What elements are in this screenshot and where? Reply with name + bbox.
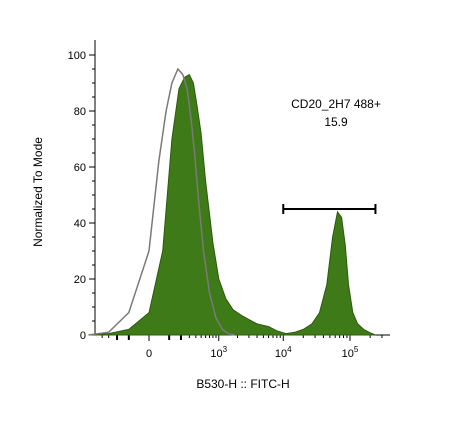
histogram-outline-series (88, 67, 235, 336)
x-tick-label: 103 (210, 345, 227, 360)
y-axis-title: Normalized To Mode (31, 137, 45, 247)
y-tick-label: 60 (74, 162, 86, 174)
x-tick-label: 104 (275, 345, 292, 360)
gate-annotation: CD20_2H7 488+ 15.9 (282, 97, 381, 214)
x-tick-label: 0 (146, 348, 152, 360)
y-tick-label: 40 (74, 218, 86, 230)
x-tick-label: 105 (342, 345, 359, 360)
plot-area (88, 67, 376, 336)
x-axis-title: B530-H :: FITC-H (196, 377, 289, 391)
histogram-filled-series (88, 73, 376, 336)
y-tick-label: 80 (74, 106, 86, 118)
y-tick-label: 100 (68, 50, 86, 62)
y-tick-label: 0 (80, 330, 86, 342)
gate-name: CD20_2H7 488+ (291, 97, 381, 111)
y-axis: 0 20 40 60 80 100 (68, 40, 96, 342)
gate-percentage: 15.9 (324, 115, 348, 129)
y-tick-label: 20 (74, 274, 86, 286)
